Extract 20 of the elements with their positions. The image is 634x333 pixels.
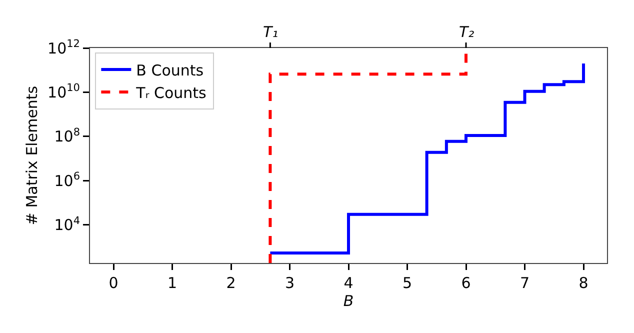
x-tick-label: 2 xyxy=(226,274,236,292)
y-axis-title: # Matrix Elements xyxy=(22,86,41,226)
y-tick-label: 10$^{10}$ xyxy=(48,82,80,102)
x-tick-label: 4 xyxy=(344,274,354,292)
x-tick-label: 0 xyxy=(108,274,118,292)
legend-label: Tᵣ Counts xyxy=(135,84,207,102)
y-tick-label: 10$^{4}$ xyxy=(54,214,80,234)
x-tick-label: 8 xyxy=(578,274,588,292)
legend-label: B Counts xyxy=(136,61,204,80)
annotation: T₂ xyxy=(459,23,474,41)
y-tick-label: 10$^{12}$ xyxy=(48,38,80,58)
y-tick-label: 10$^{6}$ xyxy=(54,170,80,190)
annotation: T₁ xyxy=(263,23,278,41)
x-tick-label: 3 xyxy=(284,274,295,292)
x-tick-label: 6 xyxy=(461,274,471,292)
x-tick-label: 5 xyxy=(402,274,412,292)
y-tick-label: 10$^{8}$ xyxy=(54,126,80,146)
x-tick-label: 1 xyxy=(167,274,178,292)
x-axis-title: B xyxy=(343,292,354,310)
x-tick-label: 7 xyxy=(520,274,530,292)
